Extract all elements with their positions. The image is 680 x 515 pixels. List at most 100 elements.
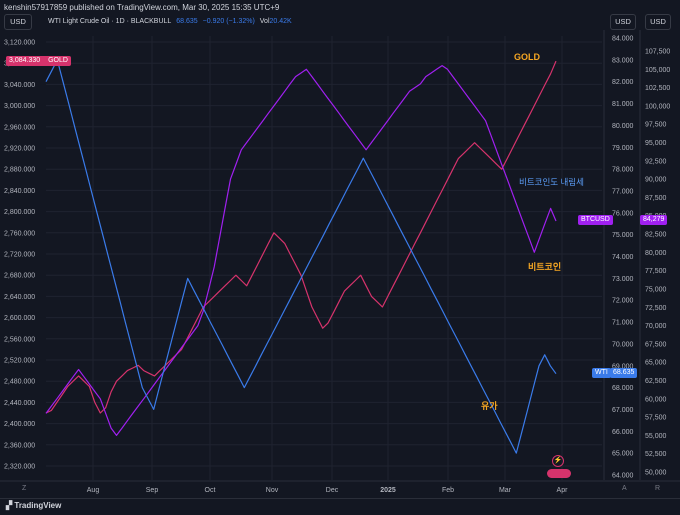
gold-axis-tick: 2,680.000 [4,273,35,280]
btc-axis-tick: 95,000 [645,140,667,147]
gold-price-tag-name: GOLD [48,57,68,64]
legend-line[interactable]: WTI Light Crude Oil · 1D · BLACKBULL 68.… [48,18,295,25]
left-currency-label[interactable]: USD [4,14,32,30]
wti-axis-tick: 84.000 [612,36,634,43]
reset-scale-toggle[interactable]: R [655,485,661,492]
gold-axis-tick: 2,640.000 [4,294,35,301]
gold-axis-tick: 3,040.000 [4,82,35,89]
legend-change: −0.920 (−1.32%) [202,18,255,25]
series-line-gold[interactable] [45,60,557,414]
gold-axis-tick: 2,400.000 [4,421,35,428]
gold-axis-tick: 2,960.000 [4,124,35,131]
btc-axis-tick: 50,000 [645,470,667,477]
time-axis-tick: Apr [557,487,569,494]
legend-vol-value: 20.42K [269,18,292,25]
btc-price-tag: 84,279 [640,215,668,225]
btc-axis-tick: 90,000 [645,177,667,184]
wti-axis-tick: 81.000 [612,101,634,108]
time-axis-tick: 2025 [380,487,396,494]
btc-axis-tick: 77,500 [645,268,667,275]
publish-bar: kenshin57917859 published on TradingView… [0,0,680,16]
time-axis-tick: Sep [146,487,159,494]
btc-annotation: 비트코인 [528,262,562,272]
tradingview-brand: TradingView [14,501,62,510]
wti-axis-tick: 71.000 [612,320,634,327]
publish-info: kenshin57917859 published on TradingView… [4,3,280,12]
wti-axis-tick: 65.000 [612,451,634,458]
btc-axis-tick: 60,000 [645,396,667,403]
wti-price-axis[interactable]: 84.000 83.000 82.000 81.000 80.000 79.000 78.0… [612,36,634,480]
legend-price: 68.635 [176,18,198,25]
gold-axis-tick: 2,920.000 [4,146,35,153]
time-axis-tick: Nov [266,487,279,494]
wti-currency-label[interactable]: USD [610,14,636,30]
btc-axis-tick: 67,500 [645,341,667,348]
wti-name-tag: WTI [592,368,611,378]
btc-axis-tick: 75,000 [645,286,667,293]
gold-axis-tick: 3,000.000 [4,103,35,110]
wti-axis-tick: 68.000 [612,385,634,392]
wti-axis-tick: 74.000 [612,254,634,261]
wti-axis-tick: 72.000 [612,298,634,305]
series-lines [45,59,557,454]
wti-axis-tick: 78.000 [612,167,634,174]
gold-axis-tick: 2,840.000 [4,188,35,195]
time-axis-tick: Aug [87,487,100,494]
time-axis-tick: Feb [442,487,454,494]
tradingview-logo: ▞ TradingView [6,501,61,510]
btc-axis-tick: 105,000 [645,67,670,74]
legend-symbol: WTI Light Crude Oil · 1D · BLACKBULL [48,18,172,25]
btc-axis-tick: 107,500 [645,49,670,56]
wti-axis-tick: 82.000 [612,79,634,86]
gold-axis-tick: 2,720.000 [4,252,35,259]
series-line-btcusd[interactable] [45,65,557,436]
wti-axis-tick: 75.000 [612,232,634,239]
lightning-icon[interactable]: ⚡ [552,455,564,467]
wti-axis-tick: 67.000 [612,407,634,414]
tradingview-logo-icon: ▞ [6,501,15,510]
wti-axis-tick: 70.000 [612,341,634,348]
wti-axis-tick: 69.000 [612,363,634,370]
wti-axis-tick: 73.000 [612,276,634,283]
btc-name-tag: BTCUSD [578,215,613,225]
zoom-toggle[interactable]: Z [22,485,27,492]
gold-axis-tick: 3,120.000 [4,40,35,47]
wti-price-tag: 68.635 [610,368,638,378]
gold-axis-tick: 2,880.000 [4,167,35,174]
btc-axis-tick: 80,000 [645,250,667,257]
btc-axis-tick: 102,500 [645,85,670,92]
time-axis-tick: Mar [499,487,512,494]
gold-axis-tick: 2,520.000 [4,358,35,365]
btc-axis-tick: 100,000 [645,103,670,110]
events-icon[interactable] [547,469,571,478]
series-line-wti[interactable] [45,59,557,454]
btc-axis-tick: 65,000 [645,360,667,367]
btc-axis-tick: 55,000 [645,433,667,440]
wti-axis-tick: 83.000 [612,57,634,64]
gold-axis-tick: 2,600.000 [4,315,35,322]
gold-axis-tick: 2,800.000 [4,209,35,216]
legend-vol-label: Vol [259,18,270,25]
wti-axis-tick: 80.000 [612,123,634,130]
grid-lines [0,30,680,482]
btc-axis-tick: 97,500 [645,122,667,129]
btc-price-axis[interactable]: 107,500 105,000 102,500 100,000 97,500 95,000… [645,49,670,477]
wti-axis-tick: 79.000 [612,145,634,152]
wti-axis-tick: 77.000 [612,188,634,195]
gold-price-tag-value: 3,084.330 [9,57,41,64]
auto-scale-toggle[interactable]: A [622,485,627,492]
btc-axis-tick: 87,500 [645,195,667,202]
gold-price-tag: 3,084.330 GOLD [6,56,71,66]
oil-annotation: 유가 [481,401,498,411]
time-axis-tick: Dec [326,487,339,494]
wti-axis-tick: 64.000 [612,473,634,480]
btc-currency-label[interactable]: USD [645,14,671,30]
btc-falling-annotation: 비트코인도 내림세 [519,177,584,187]
gold-axis-tick: 2,360.000 [4,442,35,449]
btc-axis-tick: 72,500 [645,305,667,312]
gold-price-axis[interactable]: 3,120.0003,080.0003,040.0003,000.0002,96… [4,40,35,471]
wti-axis-tick: 76.000 [612,210,634,217]
time-axis[interactable]: Aug Sep Oct Nov Dec 2025 Feb Mar Apr [87,487,568,494]
gold-axis-tick: 2,760.000 [4,230,35,237]
